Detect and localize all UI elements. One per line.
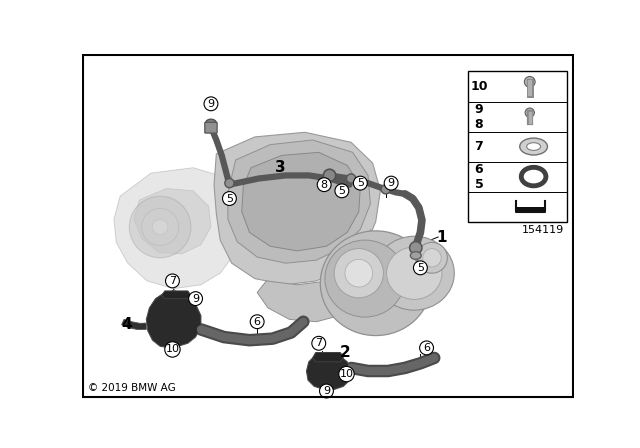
Circle shape — [223, 192, 236, 206]
Circle shape — [152, 220, 168, 235]
FancyBboxPatch shape — [205, 122, 217, 133]
Text: 9: 9 — [323, 386, 330, 396]
Text: 5: 5 — [339, 186, 346, 196]
Circle shape — [317, 178, 331, 192]
Polygon shape — [134, 189, 211, 254]
Text: 10: 10 — [470, 80, 488, 93]
Bar — [516, 207, 545, 212]
Circle shape — [525, 108, 534, 117]
Circle shape — [345, 259, 372, 287]
Text: 7: 7 — [474, 140, 483, 153]
Polygon shape — [307, 353, 351, 389]
Circle shape — [250, 315, 264, 329]
Text: 7: 7 — [315, 338, 323, 348]
Circle shape — [141, 208, 179, 246]
Ellipse shape — [320, 231, 431, 336]
Text: 5: 5 — [226, 194, 233, 203]
Circle shape — [381, 185, 390, 194]
Ellipse shape — [325, 240, 405, 317]
Circle shape — [166, 274, 179, 288]
Polygon shape — [147, 291, 201, 348]
Polygon shape — [257, 229, 371, 322]
Text: 10: 10 — [339, 369, 353, 379]
Polygon shape — [114, 168, 243, 289]
Circle shape — [339, 366, 354, 382]
Text: 6: 6 — [423, 343, 430, 353]
Polygon shape — [242, 152, 360, 251]
Text: 7: 7 — [169, 276, 176, 286]
Circle shape — [225, 178, 234, 188]
Circle shape — [384, 176, 398, 190]
Text: 1: 1 — [436, 229, 447, 245]
Circle shape — [312, 336, 326, 350]
Polygon shape — [162, 291, 191, 299]
Ellipse shape — [387, 247, 442, 299]
Text: 154119: 154119 — [522, 225, 564, 236]
Polygon shape — [214, 132, 380, 285]
Text: 10: 10 — [166, 345, 179, 354]
Circle shape — [353, 176, 367, 190]
Text: 4: 4 — [121, 317, 132, 332]
Circle shape — [346, 174, 356, 183]
Circle shape — [335, 184, 349, 198]
Ellipse shape — [521, 168, 546, 186]
Text: © 2019 BMW AG: © 2019 BMW AG — [88, 383, 175, 392]
Text: 6
5: 6 5 — [474, 163, 483, 190]
Text: 3: 3 — [275, 160, 285, 175]
Circle shape — [422, 249, 441, 267]
Polygon shape — [228, 140, 371, 263]
Text: 5: 5 — [357, 178, 364, 188]
Circle shape — [410, 241, 422, 254]
Circle shape — [334, 249, 383, 298]
Circle shape — [189, 292, 202, 306]
Ellipse shape — [520, 138, 547, 155]
Text: 5: 5 — [417, 263, 424, 273]
Text: 9
8: 9 8 — [475, 103, 483, 130]
Ellipse shape — [205, 119, 216, 127]
Ellipse shape — [410, 252, 421, 259]
Circle shape — [420, 341, 433, 355]
Circle shape — [129, 196, 191, 258]
Text: 8: 8 — [321, 180, 328, 190]
Text: 6: 6 — [253, 317, 260, 327]
Circle shape — [524, 77, 535, 87]
Polygon shape — [312, 353, 344, 362]
Text: 2: 2 — [340, 345, 350, 360]
Ellipse shape — [374, 236, 454, 310]
Text: 9: 9 — [388, 178, 395, 188]
Circle shape — [204, 97, 218, 111]
Ellipse shape — [527, 143, 541, 151]
Text: 9: 9 — [207, 99, 214, 109]
Text: 9: 9 — [192, 293, 199, 304]
Circle shape — [164, 342, 180, 357]
Bar — [468, 72, 566, 222]
Circle shape — [417, 242, 447, 273]
Circle shape — [323, 169, 336, 181]
Circle shape — [413, 261, 428, 275]
Circle shape — [319, 384, 333, 398]
Polygon shape — [122, 319, 147, 329]
